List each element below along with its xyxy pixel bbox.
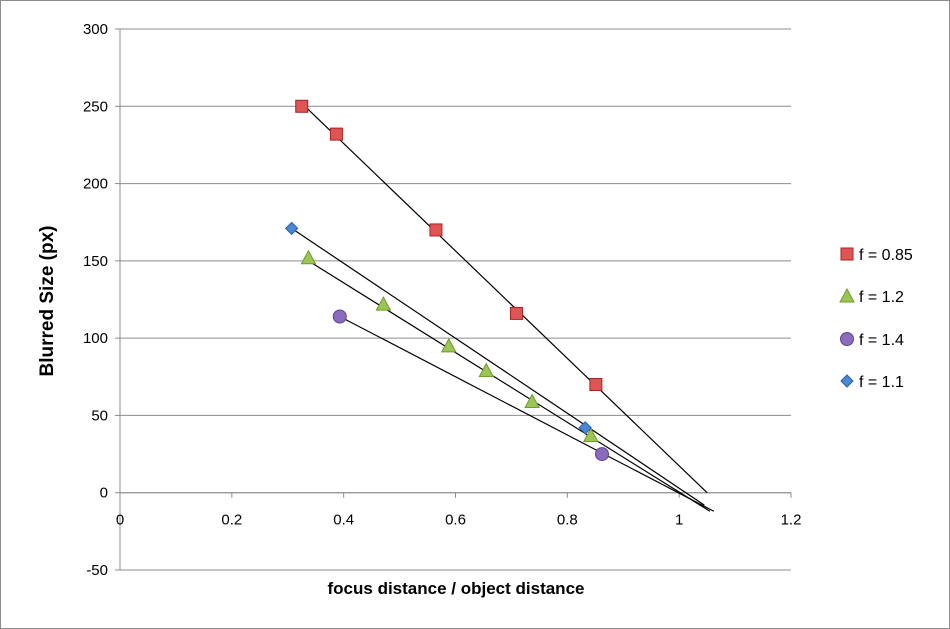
y-tick-label: 100 xyxy=(83,330,108,347)
data-point xyxy=(332,309,347,324)
x-tick-labels: 0 0.2 0.4 0.6 0.8 1 1.2 xyxy=(116,512,802,529)
x-tick-label: 0.2 xyxy=(221,512,242,529)
trendline xyxy=(339,315,715,512)
y-tick-label: 50 xyxy=(91,407,108,424)
legend-marker xyxy=(840,247,854,261)
trendline xyxy=(291,227,705,506)
x-tick-label: 0.8 xyxy=(557,512,578,529)
legend-label: f = 1.2 xyxy=(859,289,904,306)
axes xyxy=(115,28,792,571)
y-tick-label: 150 xyxy=(83,253,108,270)
trendline xyxy=(308,260,711,512)
legend-marker xyxy=(840,332,854,346)
legend-label: f = 0.85 xyxy=(859,247,913,264)
x-tick-label: 0.6 xyxy=(445,512,466,529)
x-tick-label: 0.4 xyxy=(333,512,354,529)
legend-label: f = 1.1 xyxy=(859,374,904,391)
data-point xyxy=(478,362,495,378)
y-axis-title: Blurred Size (px) xyxy=(37,226,58,377)
legend-marker xyxy=(839,287,855,303)
data-point xyxy=(329,127,343,141)
trendlines xyxy=(291,102,715,512)
x-tick-label: 0 xyxy=(116,512,124,529)
y-tick-label: -50 xyxy=(86,562,108,579)
data-points xyxy=(284,99,610,462)
data-point xyxy=(589,378,603,392)
x-tick-label: 1 xyxy=(675,512,683,529)
y-tick-label: 200 xyxy=(83,176,108,193)
gridlines xyxy=(120,28,791,571)
y-tick-label: 250 xyxy=(83,98,108,115)
legend-label: f = 1.4 xyxy=(859,332,904,349)
y-tick-label: 300 xyxy=(83,21,108,38)
legend: f = 0.85 f = 1.2 f = 1.4 f = 1.1 xyxy=(839,247,913,391)
data-point xyxy=(284,221,299,236)
x-axis-title: focus distance / object distance xyxy=(328,579,585,598)
data-point xyxy=(582,427,599,443)
x-tick-label: 1.2 xyxy=(781,512,802,529)
data-point xyxy=(595,447,610,462)
data-point xyxy=(509,306,523,320)
y-tick-labels: -50 0 50 100 150 200 250 300 xyxy=(83,21,108,579)
data-point xyxy=(295,99,309,113)
data-point xyxy=(524,393,540,409)
data-point xyxy=(429,223,443,237)
data-point xyxy=(300,249,317,265)
legend-marker xyxy=(840,374,854,388)
y-tick-label: 0 xyxy=(100,485,108,502)
trendline xyxy=(301,102,708,494)
data-point xyxy=(578,421,592,435)
data-point xyxy=(440,337,457,353)
data-point xyxy=(375,296,392,311)
